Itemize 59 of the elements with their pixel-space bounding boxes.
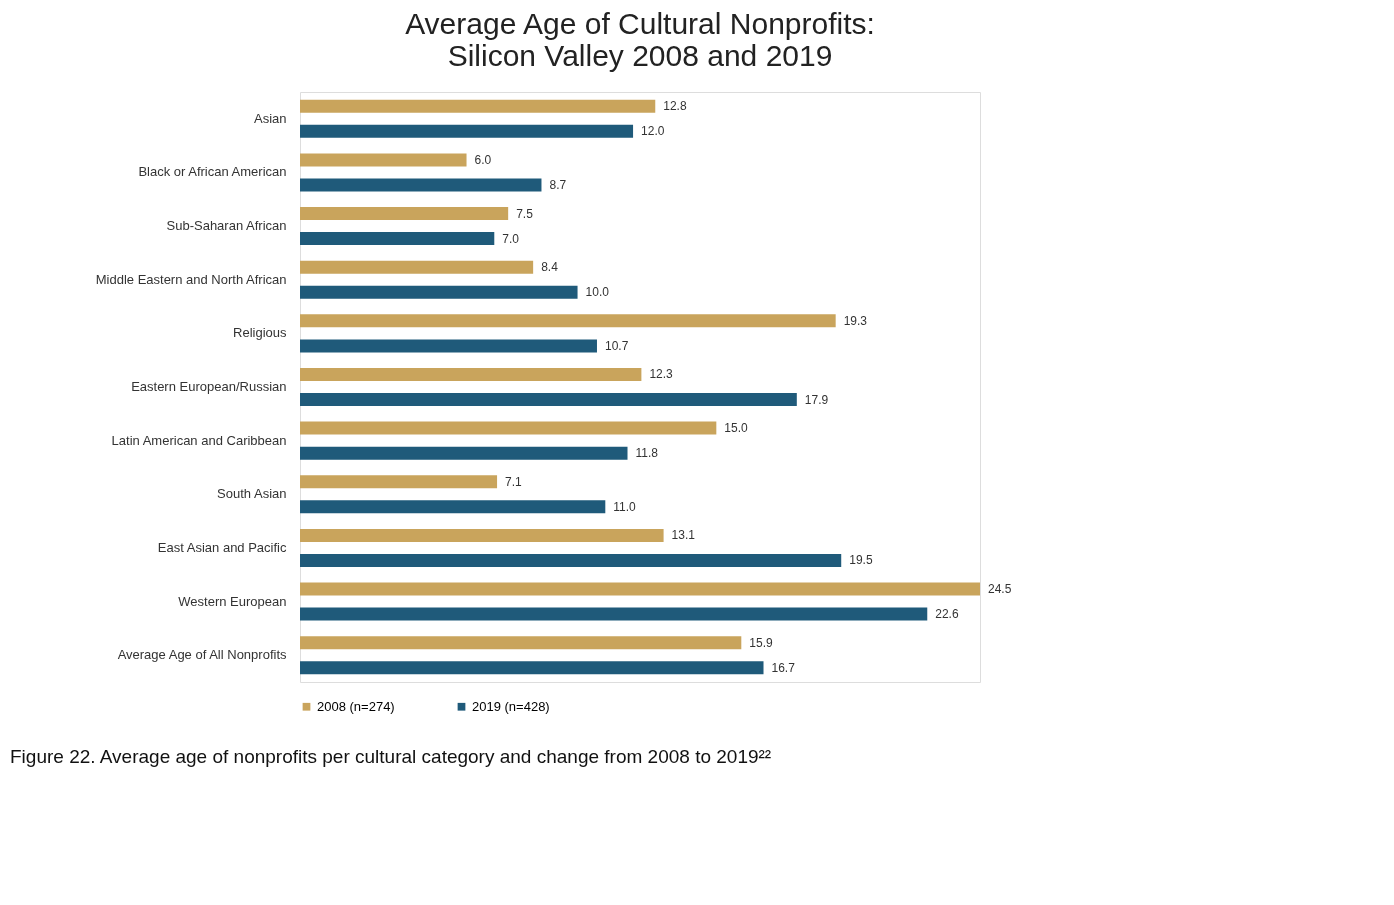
bar [300,153,467,167]
data-label: 22.6 [935,607,959,622]
y-tick-label: Average Age of All Nonprofits [117,647,287,663]
bar [300,207,509,221]
bar [300,500,606,514]
bar [300,260,534,274]
data-label: 15.0 [724,421,749,436]
bar [300,553,842,567]
data-label: 8.7 [549,177,567,192]
bar [300,421,717,435]
bar [300,475,498,489]
data-label: 11.8 [635,446,659,461]
y-tick-label: South Asian [217,486,287,502]
chart-title: Average Age of Cultural Nonprofits: Silicon Valley 2008 and 2019 [405,7,875,72]
bar [300,285,578,299]
data-label: 13.1 [671,528,696,543]
data-label: 7.1 [505,474,523,489]
data-label: 7.5 [516,206,534,221]
y-tick-label: Western European [178,593,287,609]
bar [300,124,634,138]
bar [300,582,980,596]
bar [300,178,542,192]
bar [300,367,642,381]
data-label: 12.0 [641,124,665,139]
bar [300,339,597,353]
data-label: 11.0 [613,499,637,514]
y-tick-label: Latin American and Caribbean [111,432,287,448]
y-tick-label: Middle Eastern and North African [95,271,287,287]
data-label: 12.3 [649,367,674,382]
data-label: 17.9 [804,392,829,407]
bar [300,314,836,328]
y-tick-label: Religious [233,325,287,341]
y-tick-label: East Asian and Pacific [157,539,287,555]
bar [300,99,656,113]
data-label: 24.5 [988,582,1012,597]
data-label: 6.0 [474,152,492,167]
data-label: 10.7 [604,338,629,353]
data-label: 16.7 [771,660,796,675]
legend-label: 2019 (n=428) [472,698,550,714]
bar [300,607,928,621]
y-tick-label: Eastern European/Russian [131,379,287,394]
bar [300,636,742,650]
data-label: 10.0 [585,285,610,300]
caption: Figure 22. Average age of nonprofits per cultural category and change from 2008 to 2019²² [10,746,772,767]
data-label: 15.9 [749,635,773,650]
bar [300,661,764,675]
data-label: 12.8 [663,99,687,114]
data-label: 19.3 [843,313,868,328]
y-tick-label: Black or African American [138,164,287,180]
data-label: 8.4 [541,260,559,275]
y-tick-label: Asian [253,110,287,126]
bar [300,393,797,407]
bar [300,446,628,460]
data-label: 19.5 [849,553,873,568]
bar [300,232,495,246]
data-label: 7.0 [502,231,520,246]
y-tick-label: Sub-Saharan African [166,218,287,234]
bar [300,528,664,542]
legend-label: 2008 (n=274) [317,698,395,714]
